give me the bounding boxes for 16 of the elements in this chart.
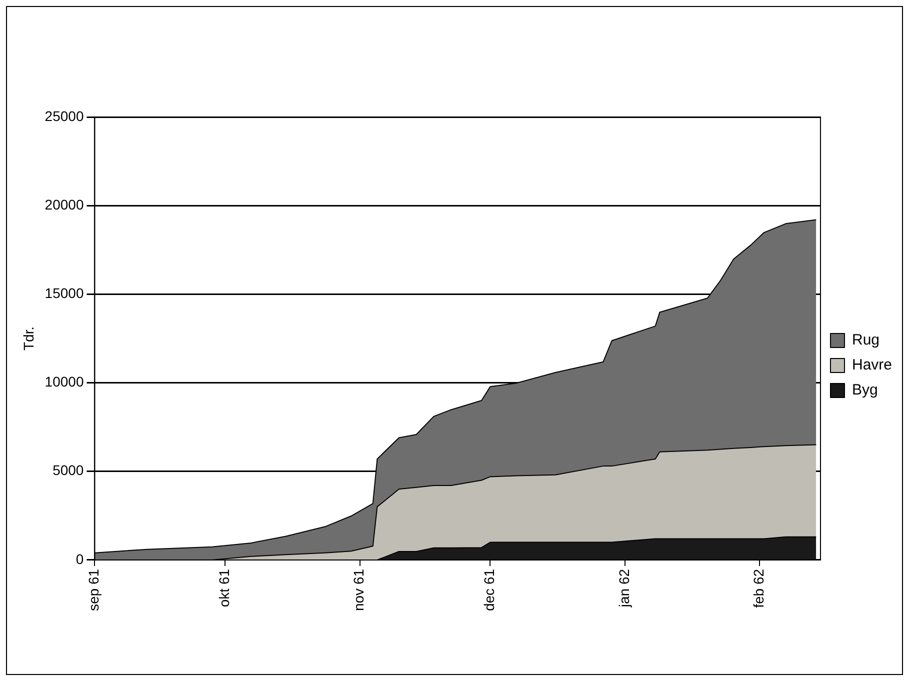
x-tick-label: okt 61 <box>216 568 232 608</box>
x-tick-label: sep 61 <box>86 568 102 612</box>
y-axis-title: Tdr. <box>20 326 36 351</box>
y-tick-label: 5000 <box>52 462 84 478</box>
legend-label: Rug <box>852 332 880 349</box>
x-tick-label: jan 62 <box>616 568 632 608</box>
x-tick-label: nov 61 <box>350 568 367 612</box>
x-tick-label: feb 62 <box>750 568 767 608</box>
y-tick-label: 15000 <box>44 285 84 302</box>
x-tick-label: dec 61 <box>481 568 498 612</box>
legend-label: Byg <box>852 382 878 399</box>
y-tick-label: 10000 <box>44 374 84 390</box>
y-tick-label: 25000 <box>44 108 84 124</box>
y-tick-label: 20000 <box>44 196 84 212</box>
y-tick-label: 0 <box>76 550 84 567</box>
legend-label: Havre <box>852 356 892 374</box>
